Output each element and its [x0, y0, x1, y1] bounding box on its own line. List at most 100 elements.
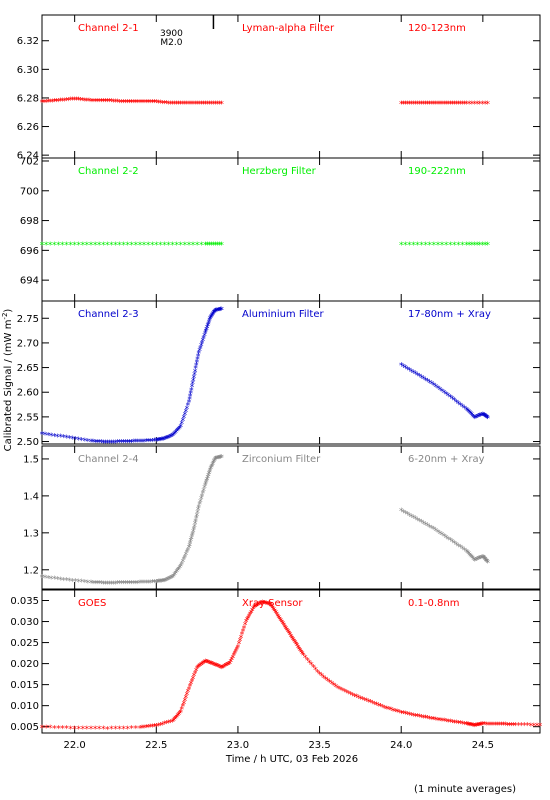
data-point: * [190, 530, 195, 540]
data-point: * [229, 658, 234, 668]
data-point: * [180, 706, 185, 716]
data-point: * [436, 384, 441, 394]
data-point: * [419, 519, 424, 529]
data-point: * [204, 478, 209, 488]
data-point: * [123, 99, 128, 109]
data-point: * [191, 377, 196, 387]
channel-label: GOES [78, 598, 106, 609]
data-point: * [411, 369, 416, 379]
data-point: * [140, 579, 145, 589]
data-point: * [482, 555, 487, 565]
data-point: * [73, 578, 78, 588]
data-point: * [395, 708, 400, 718]
data-point: * [197, 663, 202, 673]
data-point: * [183, 241, 188, 251]
data-point: * [274, 611, 279, 621]
data-point: * [134, 99, 139, 109]
data-point: * [480, 554, 485, 564]
data-point: * [486, 241, 491, 251]
data-series: ****************************************… [40, 599, 543, 735]
data-point: * [218, 454, 223, 464]
band-label: 190-222nm [408, 166, 466, 177]
data-point: * [436, 241, 441, 251]
data-point: * [247, 613, 252, 623]
data-point: * [185, 691, 190, 701]
data-point: * [383, 704, 388, 714]
y-tick-label: 702 [20, 156, 39, 167]
data-point: * [532, 722, 537, 732]
data-point: * [186, 546, 191, 556]
data-point: * [319, 672, 324, 682]
data-point: * [101, 580, 106, 590]
data-point: * [152, 579, 157, 589]
data-point: * [242, 624, 247, 634]
data-point: * [411, 514, 416, 524]
data-point: * [194, 362, 199, 372]
data-point: * [91, 438, 96, 448]
data-point: * [132, 579, 137, 589]
data-point: * [440, 241, 445, 251]
data-point: * [155, 578, 160, 588]
data-point: * [467, 721, 472, 731]
data-point: * [142, 99, 147, 109]
data-point: * [97, 725, 102, 735]
data-point: * [68, 725, 73, 735]
data-point: * [257, 601, 262, 611]
data-point: * [161, 578, 166, 588]
data-point: * [154, 437, 159, 447]
data-point: * [158, 99, 163, 109]
data-point: * [292, 637, 297, 647]
data-point: * [176, 565, 181, 575]
data-point: * [334, 683, 339, 693]
data-point: * [123, 438, 128, 448]
data-point: * [138, 579, 143, 589]
data-point: * [67, 577, 72, 587]
data-point: * [452, 397, 457, 407]
data-point: * [377, 702, 382, 712]
data-point: * [181, 703, 186, 713]
data-point: * [448, 537, 453, 547]
data-point: * [79, 96, 84, 106]
data-point: * [411, 241, 416, 251]
data-point: * [211, 661, 216, 671]
data-point: * [289, 633, 294, 643]
data-point: * [60, 241, 65, 251]
data-point: * [128, 99, 133, 109]
data-point: * [472, 557, 477, 567]
data-point: * [209, 660, 214, 670]
data-point: * [442, 533, 447, 543]
data-point: * [176, 711, 181, 721]
data-point: * [215, 307, 220, 317]
data-point: * [481, 554, 486, 564]
data-point: * [456, 241, 461, 251]
data-point: * [444, 718, 449, 728]
data-point: * [192, 523, 197, 533]
data-point: * [393, 707, 398, 717]
data-point: * [407, 100, 412, 110]
data-point: * [134, 241, 139, 251]
data-point: * [473, 414, 478, 424]
data-point: * [154, 578, 159, 588]
data-point: * [117, 725, 122, 735]
data-point: * [265, 600, 270, 610]
data-point: * [117, 98, 122, 108]
data-point: * [448, 100, 453, 110]
data-point: * [497, 721, 502, 731]
data-point: * [212, 309, 217, 319]
data-point: * [148, 579, 153, 589]
data-point: * [140, 99, 145, 109]
data-point: * [166, 241, 171, 251]
data-point: * [173, 570, 178, 580]
data-point: * [43, 574, 48, 584]
data-point: * [474, 414, 479, 424]
data-point: * [263, 600, 268, 610]
data-point: * [485, 721, 490, 731]
data-point: * [346, 690, 351, 700]
data-point: * [409, 513, 414, 523]
data-point: * [213, 100, 218, 110]
data-point: * [207, 470, 212, 480]
data-point: * [285, 626, 290, 636]
data-point: * [417, 713, 422, 723]
data-point: * [214, 307, 219, 317]
data-point: * [360, 696, 365, 706]
